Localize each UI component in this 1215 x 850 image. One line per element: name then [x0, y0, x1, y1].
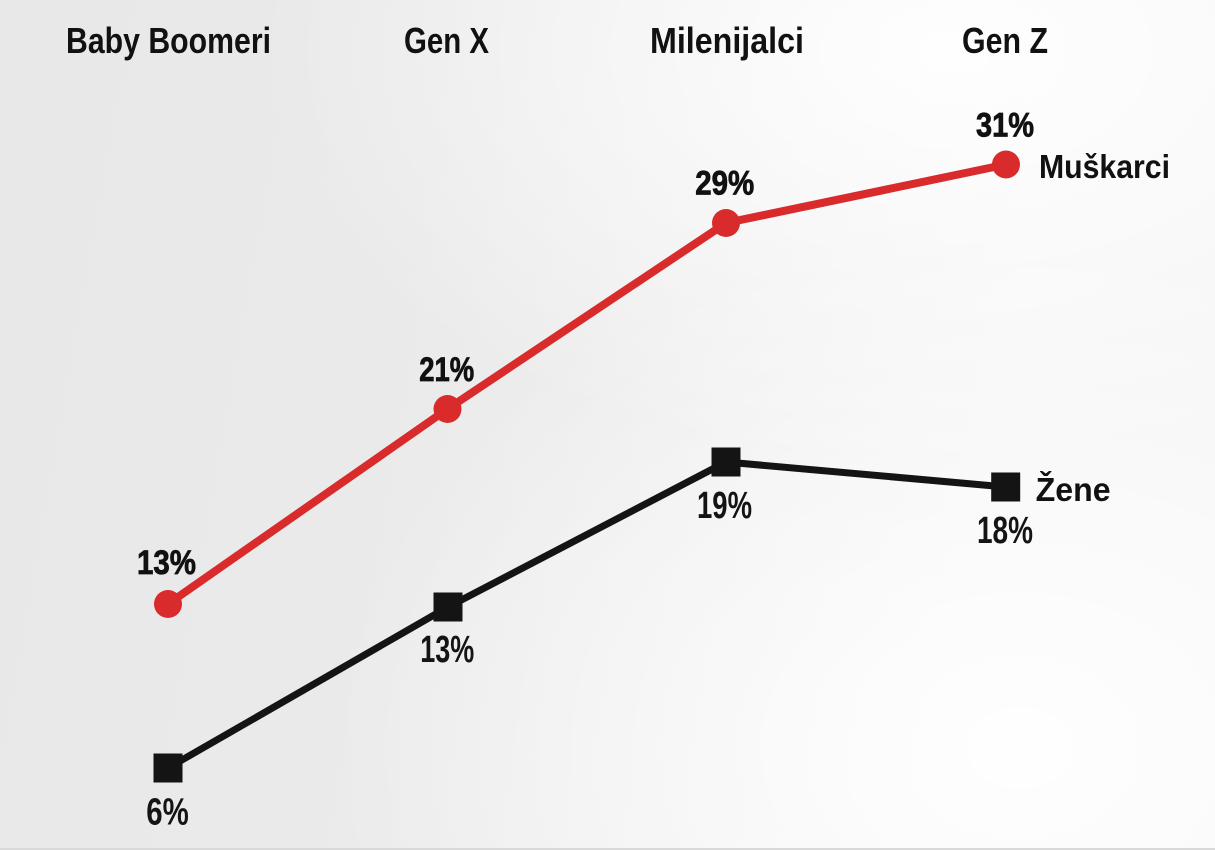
svg-text:Gen Z: Gen Z	[962, 20, 1048, 61]
svg-text:Milenijalci: Milenijalci	[650, 20, 804, 61]
svg-text:Baby Boomeri: Baby Boomeri	[66, 20, 271, 61]
svg-text:18%: 18%	[977, 510, 1033, 552]
svg-text:21%: 21%	[419, 351, 474, 389]
svg-text:31%: 31%	[976, 107, 1034, 145]
svg-text:13%: 13%	[420, 629, 474, 671]
svg-text:6%: 6%	[146, 792, 189, 834]
svg-text:Gen X: Gen X	[404, 20, 489, 61]
svg-text:Žene: Žene	[1036, 471, 1111, 508]
svg-text:13%: 13%	[137, 544, 196, 582]
svg-text:19%: 19%	[697, 485, 752, 527]
svg-text:29%: 29%	[695, 165, 754, 203]
svg-text:Muškarci: Muškarci	[1039, 148, 1170, 185]
